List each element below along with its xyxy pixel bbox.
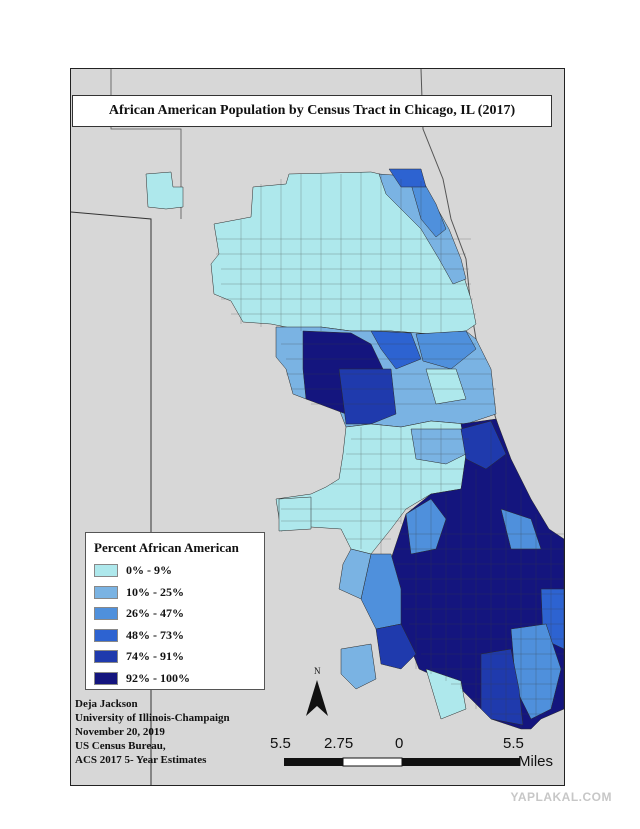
south-side-tracts — [480, 648, 524, 726]
legend-swatch — [94, 564, 118, 578]
map-title: African American Population by Census Tr… — [72, 95, 552, 127]
legend-swatch — [94, 671, 118, 685]
map-canvas — [71, 69, 564, 785]
tract-grid — [216, 172, 564, 729]
credit-institution: University of Illinois-Champaign — [75, 712, 230, 724]
city-tracts — [145, 168, 564, 730]
legend-label: 92% - 100% — [126, 670, 190, 685]
north-label: N — [314, 666, 321, 676]
credit-source: US Census Bureau, — [75, 740, 166, 752]
west-side-tracts — [425, 368, 467, 405]
scale-units: Miles — [518, 753, 554, 770]
south-side-tracts — [340, 643, 377, 690]
map-credits: Deja Jackson University of Illinois-Cham… — [75, 697, 230, 767]
far-southwest-tracts — [278, 496, 312, 532]
legend-item: 10% - 25% — [94, 582, 256, 604]
legend-item: 26% - 47% — [94, 603, 256, 625]
scale-label: 0 — [395, 735, 404, 752]
scale-bar: 5.5 2.75 0 5.5 Miles — [260, 735, 563, 775]
west-side-tracts — [338, 368, 397, 425]
scale-bar-graphic — [284, 757, 520, 767]
south-side-tracts — [425, 668, 467, 720]
legend-swatch — [94, 585, 118, 599]
legend-label: 26% - 47% — [126, 606, 184, 621]
ohare-tract — [145, 171, 184, 210]
watermark: YAPLAKAL.COM — [510, 790, 612, 804]
legend-title: Percent African American — [94, 540, 239, 555]
legend-swatch — [94, 650, 118, 664]
map-legend: Percent African American 0% - 9% 10% - 2… — [85, 532, 265, 690]
credit-dataset: ACS 2017 5- Year Estimates — [75, 754, 207, 766]
scale-label: 2.75 — [324, 735, 354, 752]
credit-author: Deja Jackson — [75, 698, 138, 710]
legend-label: 74% - 91% — [126, 649, 184, 664]
north-arrow-icon: N — [306, 666, 328, 716]
rogers-park-tracts — [388, 168, 427, 188]
legend-label: 0% - 9% — [126, 563, 172, 578]
legend-swatch — [94, 628, 118, 642]
south-side-tracts — [375, 623, 417, 670]
west-side-tracts — [370, 330, 422, 370]
legend-item: 48% - 73% — [94, 625, 256, 647]
legend-label: 48% - 73% — [126, 627, 184, 642]
legend-label: 10% - 25% — [126, 584, 184, 599]
credit-date: November 20, 2019 — [75, 726, 165, 738]
south-side-tracts — [338, 548, 372, 600]
legend-item: 0% - 9% — [94, 560, 256, 582]
scale-label: 5.5 — [503, 735, 524, 752]
legend-item: 92% - 100% — [94, 668, 256, 690]
scale-label: 5.5 — [270, 735, 291, 752]
legend-item: 74% - 91% — [94, 646, 256, 668]
legend-swatch — [94, 607, 118, 621]
